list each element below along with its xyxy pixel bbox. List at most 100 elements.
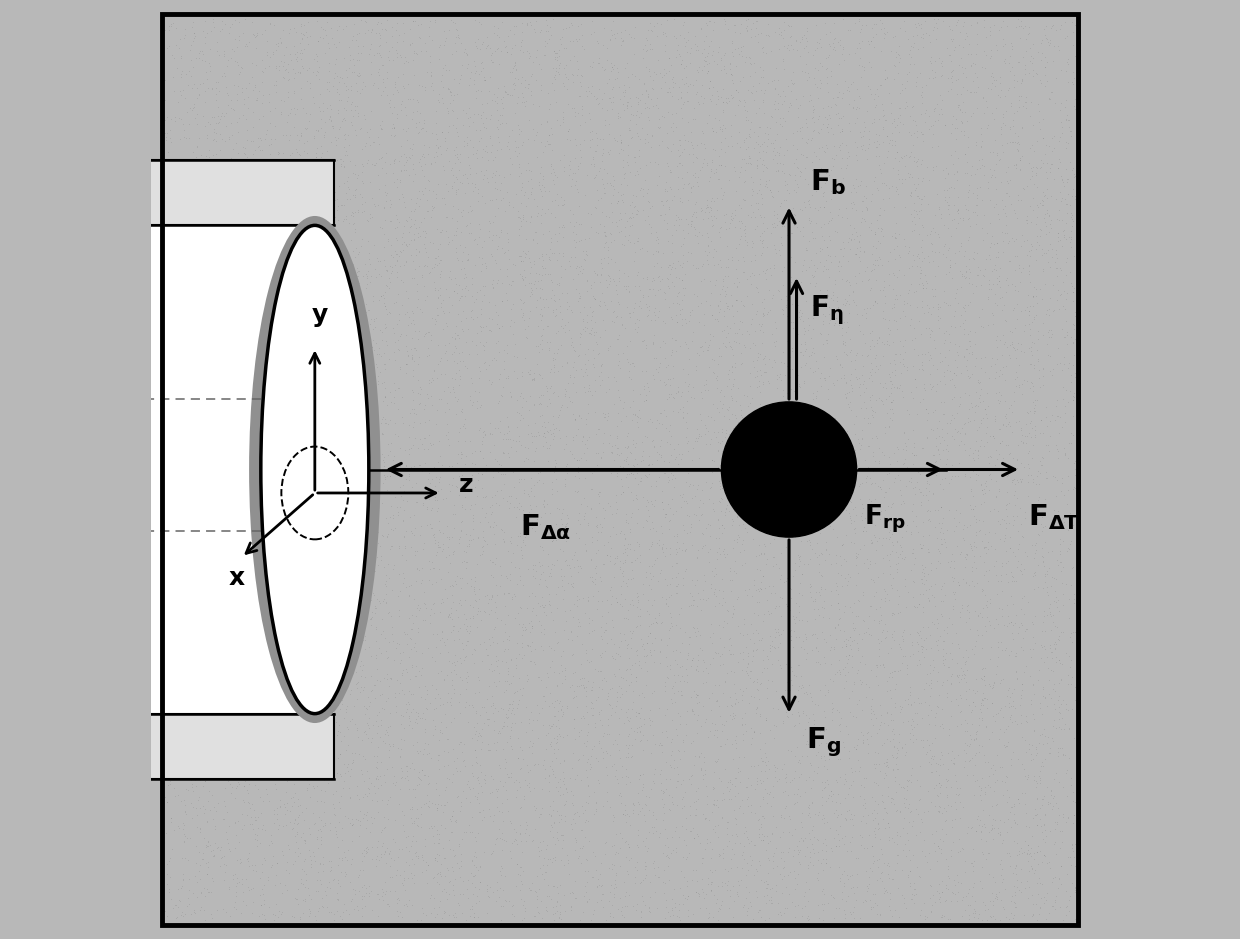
Point bbox=[428, 539, 448, 554]
Point bbox=[1008, 11, 1028, 26]
Point bbox=[361, 312, 381, 327]
Point bbox=[706, 312, 725, 327]
Point bbox=[930, 803, 950, 818]
Point bbox=[699, 690, 719, 705]
Point bbox=[815, 299, 835, 314]
Point bbox=[749, 902, 769, 917]
Point bbox=[921, 381, 941, 396]
Point bbox=[773, 382, 792, 397]
Point bbox=[833, 902, 853, 917]
Point bbox=[729, 125, 749, 140]
Point bbox=[835, 659, 854, 674]
Point bbox=[862, 628, 882, 643]
Point bbox=[888, 606, 908, 621]
Point bbox=[1043, 870, 1063, 885]
Point bbox=[991, 824, 1011, 839]
Point bbox=[443, 864, 463, 879]
Point bbox=[784, 505, 804, 520]
Point bbox=[924, 887, 944, 902]
Point bbox=[174, 531, 193, 546]
Point bbox=[750, 322, 770, 337]
Point bbox=[575, 188, 595, 203]
Point bbox=[677, 93, 697, 108]
Point bbox=[986, 611, 1006, 626]
Point bbox=[849, 250, 869, 265]
Point bbox=[810, 72, 830, 87]
Point bbox=[474, 635, 494, 650]
Point bbox=[849, 593, 869, 608]
Point bbox=[704, 728, 724, 743]
Point bbox=[467, 889, 487, 904]
Point bbox=[190, 610, 210, 625]
Point bbox=[893, 649, 913, 664]
Point bbox=[363, 322, 383, 337]
Point bbox=[792, 748, 812, 763]
Point bbox=[618, 439, 637, 454]
Point bbox=[280, 318, 300, 333]
Point bbox=[205, 698, 224, 713]
Point bbox=[1022, 340, 1042, 355]
Point bbox=[269, 58, 289, 73]
Point bbox=[254, 896, 274, 911]
Point bbox=[314, 524, 334, 539]
Point bbox=[314, 103, 334, 118]
Point bbox=[584, 463, 604, 478]
Point bbox=[632, 800, 652, 815]
Point bbox=[303, 845, 322, 860]
Point bbox=[309, 726, 329, 741]
Point bbox=[892, 701, 911, 716]
Point bbox=[959, 298, 978, 313]
Point bbox=[642, 72, 662, 87]
Point bbox=[441, 824, 461, 839]
Point bbox=[407, 801, 427, 816]
Point bbox=[568, 106, 588, 121]
Point bbox=[255, 328, 275, 343]
Point bbox=[688, 299, 708, 314]
Point bbox=[966, 639, 986, 654]
Point bbox=[831, 819, 851, 834]
Point bbox=[749, 145, 769, 160]
Point bbox=[925, 224, 945, 239]
Point bbox=[789, 754, 808, 769]
Point bbox=[331, 411, 351, 426]
Point bbox=[402, 800, 422, 815]
Point bbox=[844, 900, 864, 915]
Point bbox=[601, 27, 621, 42]
Point bbox=[489, 333, 508, 348]
Point bbox=[832, 91, 852, 106]
Point bbox=[234, 778, 254, 793]
Point bbox=[1023, 202, 1043, 217]
Point bbox=[396, 100, 415, 115]
Point bbox=[635, 212, 655, 227]
Point bbox=[507, 420, 527, 435]
Point bbox=[553, 764, 573, 779]
Point bbox=[203, 217, 223, 232]
Point bbox=[1035, 215, 1055, 230]
Point bbox=[649, 737, 668, 752]
Point bbox=[817, 239, 837, 254]
Point bbox=[595, 113, 615, 128]
Point bbox=[513, 134, 533, 149]
Point bbox=[686, 431, 706, 446]
Point bbox=[673, 96, 693, 111]
Point bbox=[174, 728, 193, 743]
Point bbox=[541, 685, 560, 700]
Point bbox=[317, 657, 337, 672]
Point bbox=[722, 213, 742, 228]
Point bbox=[971, 361, 991, 376]
Point bbox=[320, 352, 340, 367]
Point bbox=[246, 519, 265, 534]
Point bbox=[376, 146, 396, 161]
Point bbox=[389, 905, 409, 920]
Point bbox=[957, 232, 977, 247]
Point bbox=[1044, 697, 1064, 712]
Point bbox=[712, 874, 732, 889]
Point bbox=[605, 556, 625, 571]
Point bbox=[1009, 19, 1029, 34]
Point bbox=[165, 466, 185, 481]
Point bbox=[1002, 59, 1022, 74]
Point bbox=[632, 86, 652, 101]
Point bbox=[278, 642, 298, 657]
Point bbox=[402, 270, 422, 285]
Point bbox=[399, 697, 419, 712]
